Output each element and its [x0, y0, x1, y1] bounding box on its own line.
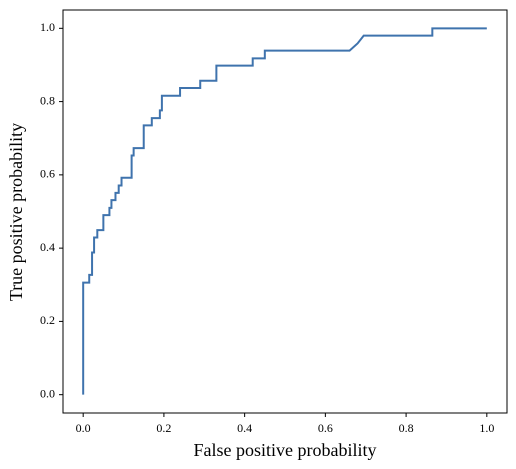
y-tick-label: 0.2	[40, 313, 55, 327]
y-tick-label: 0.6	[40, 167, 55, 181]
x-tick-label: 1.0	[479, 421, 494, 435]
y-tick-label: 0.4	[40, 240, 55, 254]
x-axis-label: False positive probability	[194, 440, 377, 460]
x-tick-label: 0.6	[318, 421, 333, 435]
x-tick-label: 0.0	[76, 421, 91, 435]
plot-frame	[62, 9, 508, 414]
y-tick-label: 1.0	[40, 20, 55, 34]
roc-curve	[82, 27, 487, 395]
y-tick-label: 0.0	[40, 386, 55, 400]
x-tick-label: 0.2	[156, 421, 171, 435]
y-axis-label: True positive probability	[6, 123, 26, 301]
x-tick-label: 0.4	[237, 421, 252, 435]
y-tick-label: 0.8	[40, 93, 55, 107]
x-tick-label: 0.8	[399, 421, 414, 435]
